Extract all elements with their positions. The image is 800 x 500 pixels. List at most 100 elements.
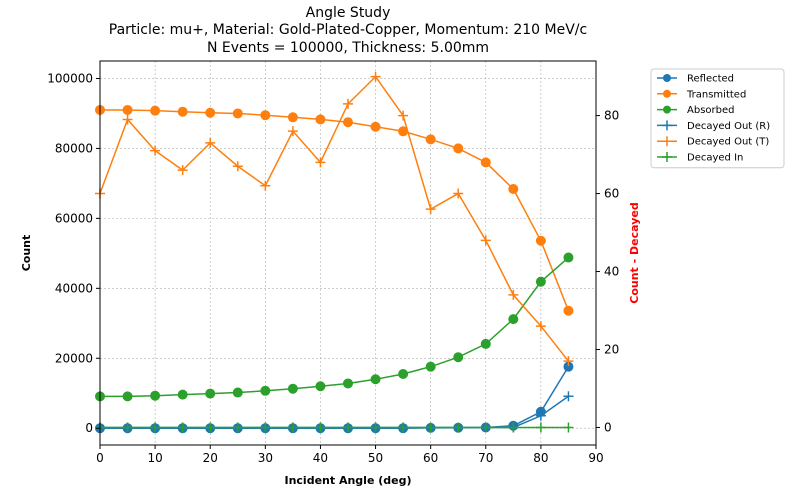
x-tick-label: 40 [313,451,328,465]
series-decayed-in [95,422,574,433]
legend-marker [662,152,672,162]
series-transmitted-point [232,108,243,119]
legend-item-decayed-out-t: Decayed Out (T) [657,136,769,148]
series-absorbed-point [315,381,326,392]
series-decayed-in-point [122,422,133,433]
y-left-tick-label: 60000 [55,211,93,225]
series-transmitted-point [315,114,326,125]
series-absorbed-point [122,391,133,402]
series-decayed-in-point [315,422,326,433]
series-absorbed-point [535,276,546,287]
x-tick-label: 50 [368,451,383,465]
series-absorbed-point [453,352,464,363]
y-right-tick-label: 80 [604,109,619,123]
series-transmitted-point [122,104,133,115]
series-decayed-out-t-point [398,110,409,121]
y-right-tick-label: 0 [604,420,612,434]
y-right-tick-label: 60 [604,187,619,201]
series-decayed-in-point [287,422,298,433]
legend-label: Decayed Out (T) [687,137,769,148]
series-decayed-out-t-point [150,145,161,156]
series-decayed-in-point [425,422,436,433]
legend-marker [662,136,672,147]
series-absorbed-point [150,390,161,401]
series-decayed-out-t-point [122,114,133,125]
series-decayed-out-t-point [453,188,464,199]
series-transmitted-point [260,110,271,121]
legend-label: Decayed In [687,153,743,164]
legend-marker [663,74,671,82]
legend-label: Absorbed [687,105,734,116]
series-transmitted [95,104,574,316]
series-decayed-out-t-point [425,204,436,215]
series-decayed-out-t-point [287,126,298,137]
legend-item-decayed-out-r: Decayed Out (R) [657,120,770,132]
chart-title: Angle Study Particle: mu+, Material: Gol… [109,5,587,56]
chart-title-line-3: N Events = 100000, Thickness: 5.00mm [207,40,489,56]
axes: 0 10 20 30 40 50 60 70 80 90 0 20000 40000 60000 80000… [47,71,619,465]
series-decayed-out-t-point [177,165,188,176]
plot-area [95,71,574,434]
series-transmitted-point [425,134,436,145]
legend-label: Decayed Out (R) [687,121,770,132]
legend-marker [663,89,671,98]
series-absorbed [95,252,574,402]
series-decayed-in-point [480,422,491,433]
series-transmitted-point [287,112,298,123]
series-decayed-in-point [370,422,381,433]
series-decayed-in-point [205,422,216,433]
series-decayed-out-t-point [535,321,546,332]
series-decayed-in-point [453,422,464,433]
series-transmitted-point [205,107,216,118]
series-decayed-out-t [95,71,574,367]
series-absorbed-point [177,389,188,400]
series-decayed-out-r-point [563,391,574,402]
y-right-tick-label: 20 [604,342,619,356]
series-decayed-out-t-point [260,180,271,191]
series-absorbed-point [205,388,216,399]
legend-label: Transmitted [686,89,746,100]
y-right-tick-label: 40 [604,265,619,279]
series-transmitted-point [177,106,188,117]
series-decayed-in-point [398,422,409,433]
series-transmitted-point [508,184,519,194]
legend-item-transmitted: Transmitted [657,89,746,100]
x-tick-label: 0 [96,451,104,465]
x-tick-label: 60 [423,451,438,465]
y-left-tick-label: 20000 [55,351,93,365]
x-tick-label: 80 [533,451,548,465]
series-absorbed-point [508,314,519,325]
chart-title-line-2: Particle: mu+, Material: Gold-Plated-Cop… [109,22,587,38]
y-axis-left-label: Count [20,235,33,272]
series-transmitted-point [453,143,464,154]
series-absorbed-point [480,338,491,349]
series-decayed-out-t-point [370,71,381,82]
x-tick-label: 30 [258,451,273,465]
series-decayed-out-r-line [100,395,569,429]
series-absorbed-point [563,252,574,263]
series-decayed-out-t-point [508,289,519,300]
series-transmitted-line [100,109,570,311]
series-reflected-line [100,366,570,429]
series-decayed-out-t-point [315,157,326,168]
series-absorbed-point [287,383,298,394]
series-absorbed-point [260,385,271,396]
series-absorbed-point [343,378,353,389]
series-absorbed-point [398,369,409,380]
legend: Reflected Transmitted Absorbed Decayed Out … [650,68,785,169]
y-left-tick-label: 80000 [55,141,93,155]
series-decayed-in-point [535,422,546,433]
x-tick-label: 20 [203,451,218,465]
legend-marker [663,105,671,114]
series-decayed-out-t-line [99,75,570,362]
series-decayed-in-point [150,422,161,433]
series-absorbed-point [425,361,436,372]
series-decayed-out-r-point [535,410,546,421]
legend-item-reflected: Reflected [657,74,734,85]
series-decayed-in-point [177,422,188,433]
series-decayed-in-point [232,422,243,433]
series-decayed-in-point [563,422,574,433]
series-absorbed-point [232,387,243,398]
y-axis-right-label: Count - Decayed [628,202,641,303]
series-decayed-out-t-point [563,356,574,367]
